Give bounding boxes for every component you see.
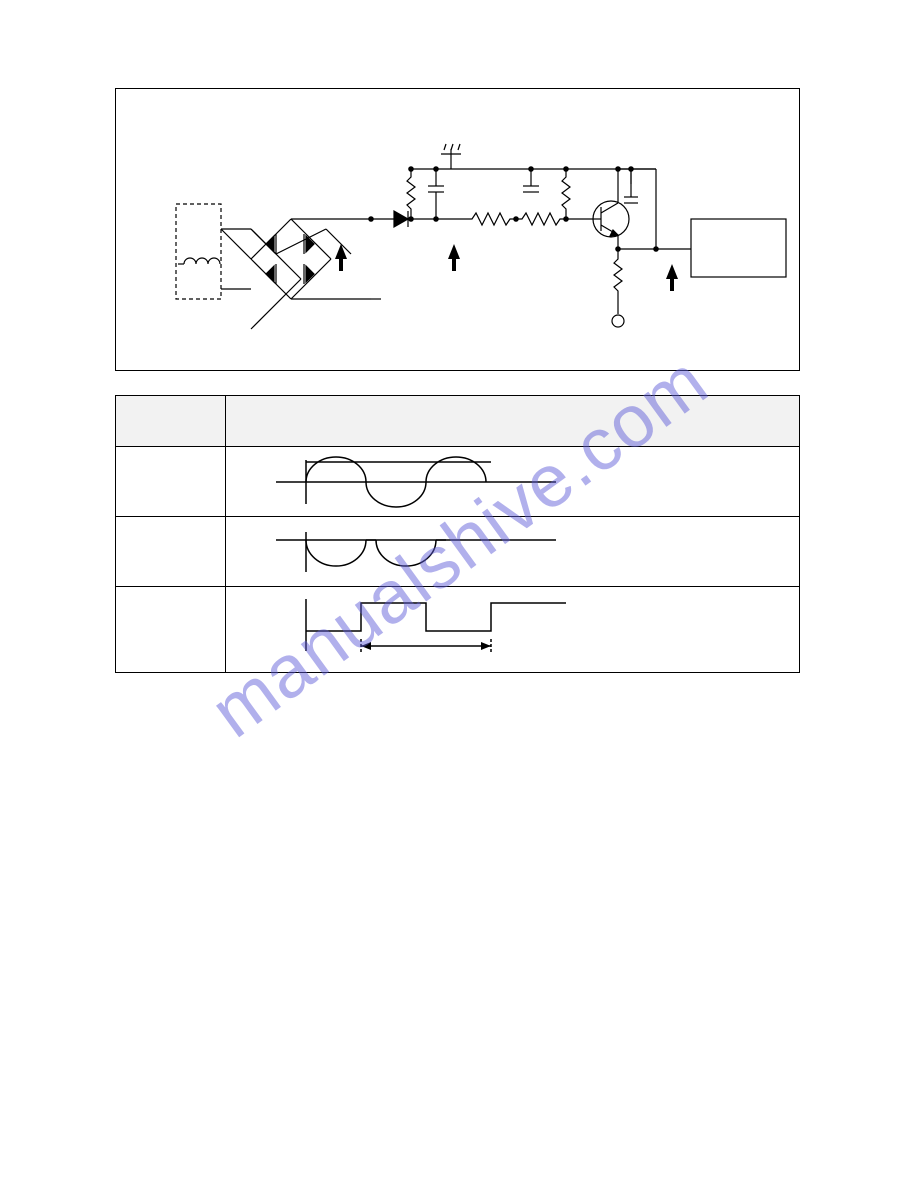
waveform-table: [115, 395, 800, 673]
table-row: [116, 446, 799, 516]
row2-label: [116, 517, 226, 586]
pulse-waveform-icon: [266, 591, 586, 669]
circuit-svg: [116, 89, 799, 370]
row3-waveform-cell: [226, 587, 799, 672]
sine-waveform-icon: [266, 452, 566, 512]
table-row: [116, 516, 799, 586]
header-left: [116, 396, 226, 446]
page: manualshive.com: [0, 0, 918, 1188]
table-row: [116, 586, 799, 672]
rectified-waveform-icon: [266, 522, 566, 582]
row1-label: [116, 447, 226, 516]
header-right: [226, 396, 799, 446]
table-header-row: [116, 396, 799, 446]
row3-label: [116, 587, 226, 672]
row2-waveform-cell: [226, 517, 799, 586]
circuit-diagram-box: [115, 88, 800, 371]
row1-waveform-cell: [226, 447, 799, 516]
